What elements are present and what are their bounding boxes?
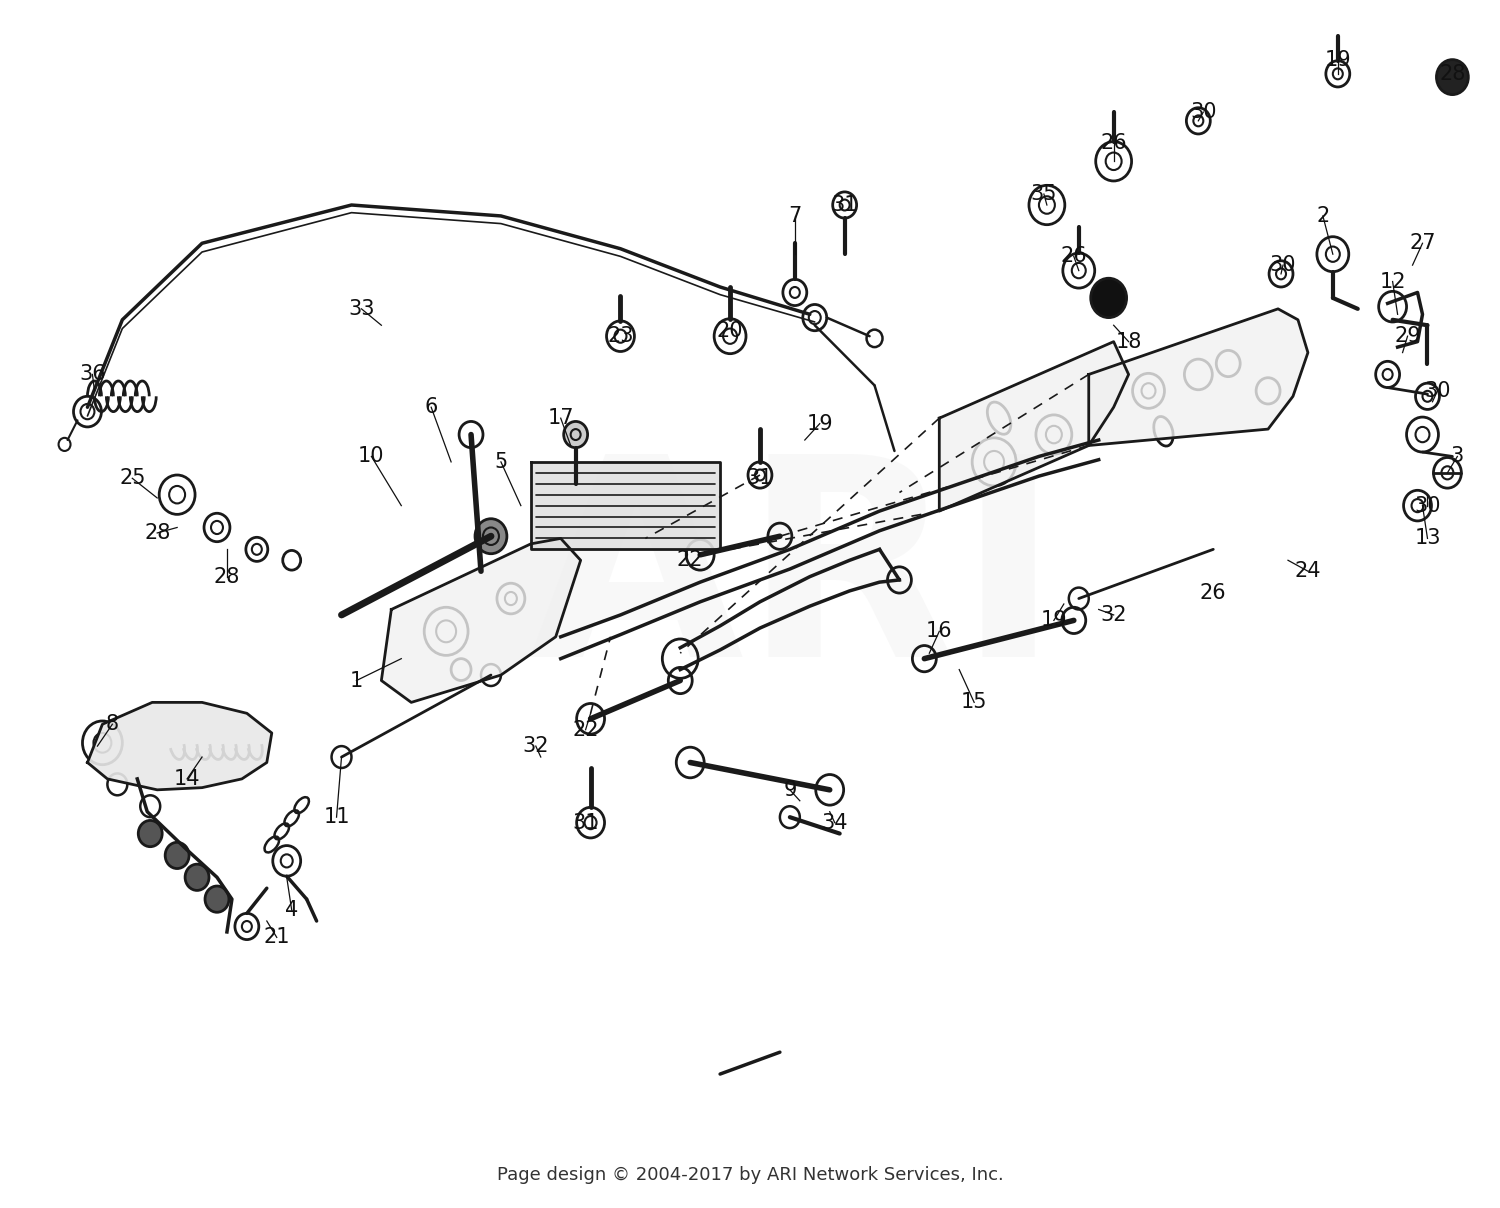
Text: 4: 4 <box>285 900 298 920</box>
Text: 15: 15 <box>962 692 987 713</box>
Circle shape <box>476 518 507 553</box>
Text: 30: 30 <box>1414 495 1440 516</box>
Text: 29: 29 <box>1394 326 1420 347</box>
Text: 33: 33 <box>348 298 375 319</box>
Polygon shape <box>87 702 272 790</box>
Circle shape <box>1437 59 1468 94</box>
Text: 26: 26 <box>1200 583 1227 603</box>
Text: 32: 32 <box>1101 605 1126 625</box>
Text: 10: 10 <box>358 447 384 466</box>
Polygon shape <box>939 342 1128 511</box>
Text: 34: 34 <box>822 813 848 832</box>
Circle shape <box>184 864 209 890</box>
Text: 12: 12 <box>1380 272 1406 291</box>
Polygon shape <box>1089 309 1308 446</box>
Circle shape <box>972 437 1016 486</box>
Text: 13: 13 <box>1414 528 1440 548</box>
Circle shape <box>1216 350 1240 377</box>
Text: 23: 23 <box>608 326 633 347</box>
Polygon shape <box>381 539 580 702</box>
Text: ARI: ARI <box>528 445 1060 715</box>
Text: 31: 31 <box>831 194 858 215</box>
Text: 25: 25 <box>118 469 146 488</box>
Circle shape <box>1185 359 1212 390</box>
Text: 1: 1 <box>350 670 363 691</box>
Text: 36: 36 <box>80 365 106 384</box>
Text: 30: 30 <box>1270 255 1296 275</box>
Circle shape <box>82 721 123 765</box>
Text: 9: 9 <box>783 780 796 800</box>
Text: 14: 14 <box>174 769 201 789</box>
Text: 26: 26 <box>1060 246 1088 267</box>
Text: 27: 27 <box>1410 233 1436 254</box>
Ellipse shape <box>1154 417 1173 446</box>
Polygon shape <box>531 461 720 550</box>
Text: 21: 21 <box>264 928 290 947</box>
Text: 22: 22 <box>573 720 598 739</box>
Text: 22: 22 <box>676 551 703 570</box>
Text: 8: 8 <box>106 714 118 734</box>
Circle shape <box>1036 414 1072 454</box>
Circle shape <box>496 583 525 614</box>
Text: 28: 28 <box>214 567 240 587</box>
Text: 2: 2 <box>1316 205 1329 226</box>
Ellipse shape <box>987 402 1011 434</box>
Circle shape <box>138 820 162 847</box>
Text: 30: 30 <box>1190 103 1216 122</box>
Text: 3: 3 <box>1450 447 1464 466</box>
Circle shape <box>206 885 230 912</box>
Circle shape <box>452 658 471 680</box>
Circle shape <box>1132 373 1164 408</box>
Circle shape <box>1090 278 1126 318</box>
Text: 28: 28 <box>1438 64 1466 83</box>
Text: 32: 32 <box>522 736 549 756</box>
Text: 35: 35 <box>1030 184 1057 204</box>
Text: Page design © 2004-2017 by ARI Network Services, Inc.: Page design © 2004-2017 by ARI Network S… <box>496 1166 1004 1184</box>
Text: 19: 19 <box>807 413 832 434</box>
Circle shape <box>1256 378 1280 403</box>
Circle shape <box>424 608 468 656</box>
Text: 16: 16 <box>926 621 952 641</box>
Text: 11: 11 <box>324 807 350 827</box>
Text: 18: 18 <box>1116 332 1142 352</box>
Text: 26: 26 <box>1101 133 1126 152</box>
Text: 19: 19 <box>1324 50 1352 70</box>
Circle shape <box>165 842 189 869</box>
Text: 6: 6 <box>424 397 438 417</box>
Text: 31: 31 <box>747 469 772 488</box>
Text: 7: 7 <box>788 205 801 226</box>
Text: 24: 24 <box>1294 562 1322 581</box>
Text: 28: 28 <box>144 523 171 542</box>
Circle shape <box>564 422 588 448</box>
Text: 17: 17 <box>548 408 574 428</box>
Text: 19: 19 <box>1041 610 1066 631</box>
Text: 31: 31 <box>573 813 598 832</box>
Text: 30: 30 <box>1424 381 1450 401</box>
Text: 20: 20 <box>717 320 744 341</box>
Text: 5: 5 <box>495 452 507 472</box>
